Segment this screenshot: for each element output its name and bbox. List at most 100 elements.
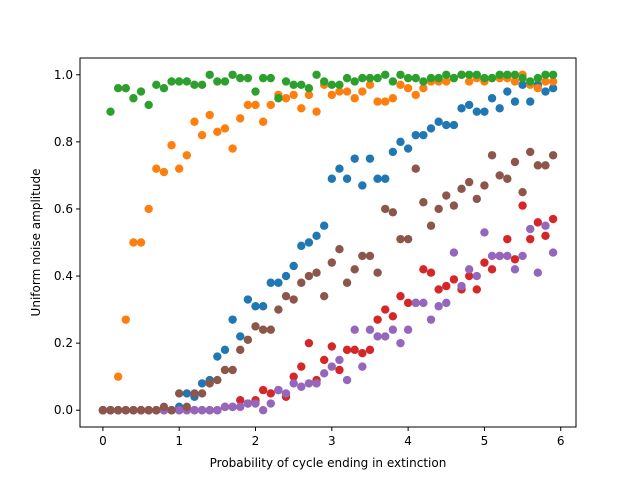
x-axis-label: Probability of cycle ending in extinctio… [210,456,447,470]
data-point [251,100,260,110]
data-point [350,345,359,355]
data-point [175,406,184,415]
data-point [304,379,314,388]
data-point [487,265,497,274]
y-tick-label: 0.0 [54,403,73,417]
data-point [289,295,298,304]
data-point [243,399,253,408]
data-point [152,80,161,90]
data-point [442,70,451,79]
data-point [335,355,344,365]
data-point [144,406,153,415]
data-point [197,389,207,398]
data-point [335,164,344,173]
data-point [365,345,375,355]
data-point [129,238,138,247]
data-point [419,77,428,86]
data-point [213,77,222,86]
data-point [266,100,275,110]
data-point [281,77,291,86]
data-point [243,100,253,110]
data-point [419,298,428,308]
data-point [197,379,207,388]
data-point [197,80,207,90]
data-point [136,238,146,247]
data-point [152,164,161,173]
data-point [220,345,230,355]
data-point [258,325,268,334]
data-point [175,164,184,173]
data-point [335,245,344,254]
data-point [373,174,382,183]
data-point [289,372,298,381]
data-point [167,141,176,150]
data-point [373,315,382,324]
data-point [358,73,367,83]
data-point [228,70,237,79]
data-point [175,389,184,398]
data-point [243,335,253,344]
data-point [411,298,420,308]
data-point [381,70,390,79]
data-point [442,120,451,130]
x-tick-label: 2 [252,434,260,448]
y-tick-label: 0.6 [54,202,73,216]
data-point [495,104,504,113]
data-point [182,77,192,86]
data-point [327,362,337,371]
y-tick-label: 0.2 [54,336,73,350]
data-point [426,124,436,133]
data-point [526,224,535,234]
data-point [327,90,337,100]
data-point [472,194,481,204]
data-point [106,107,115,116]
data-point [251,302,260,311]
data-point [541,231,550,240]
data-point [533,268,543,277]
data-point [129,406,138,415]
data-point [342,375,352,385]
data-point [419,265,428,274]
data-point [228,315,237,324]
data-point [274,385,283,395]
data-point [358,87,367,96]
data-point [197,406,207,415]
data-point [190,80,199,90]
data-point [113,372,123,381]
data-point [258,385,268,395]
x-tick-label: 4 [404,434,412,448]
data-point [403,73,413,83]
data-point [182,151,192,160]
data-point [464,265,474,274]
data-point [319,291,329,301]
data-point [281,291,291,301]
data-point [312,107,321,116]
data-point [419,198,428,207]
data-point [182,402,192,412]
data-point [144,204,153,214]
data-point [503,234,512,244]
data-point [258,73,268,83]
data-point [480,73,489,83]
data-point [449,275,459,284]
data-point [457,70,466,79]
data-point [289,261,298,271]
data-point [472,285,481,294]
data-point [442,281,451,291]
data-point [419,130,428,140]
data-point [533,83,543,93]
data-point [304,90,314,100]
data-point [434,302,443,311]
data-point [533,161,543,170]
data-point [464,77,474,86]
x-tick-label: 6 [557,434,565,448]
data-point [251,87,260,96]
data-point [167,77,176,86]
data-point [266,389,275,398]
data-point [220,365,230,375]
data-point [495,70,504,79]
data-point [541,77,550,86]
data-point [274,305,283,314]
data-point [220,402,230,412]
